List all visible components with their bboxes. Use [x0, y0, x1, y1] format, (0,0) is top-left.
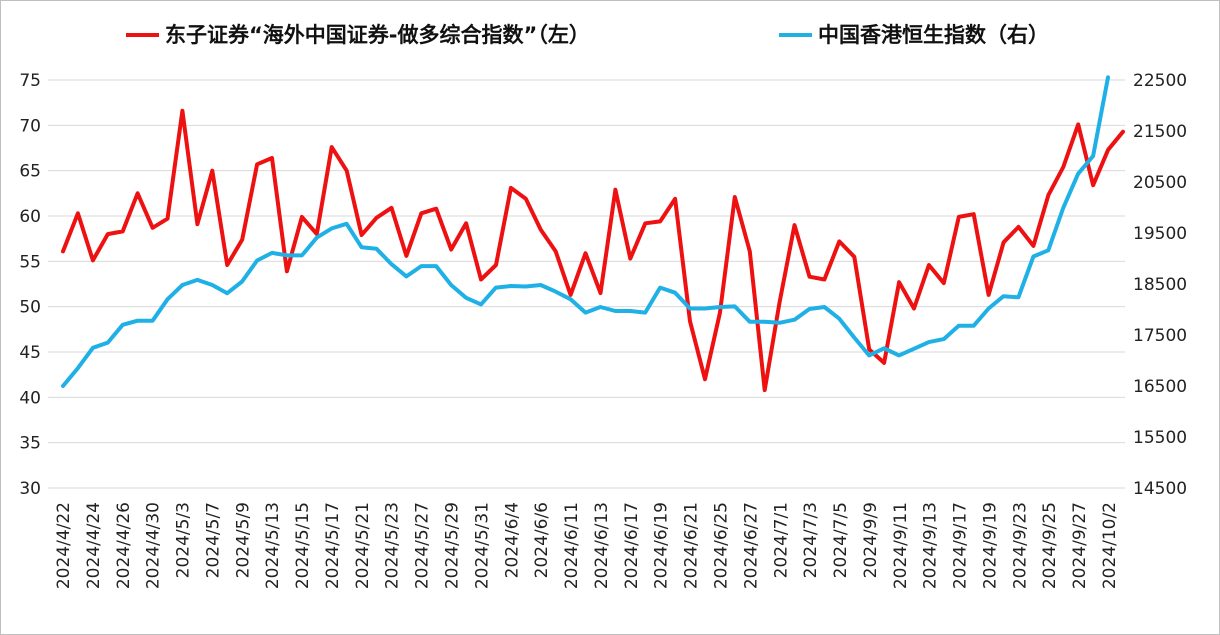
left-axis-tick-label: 55 — [19, 252, 41, 272]
left-axis-tick-label: 30 — [19, 479, 41, 499]
left-axis-tick-label: 45 — [19, 343, 41, 363]
legend: 东子证券“海外中国证券-做多综合指数”（左） 中国香港恒生指数（右） — [126, 23, 1049, 47]
left-axis-tick-label: 70 — [19, 116, 41, 136]
x-axis-tick-label: 2024/9/27 — [1070, 502, 1090, 589]
x-axis-tick-label: 2024/9/17 — [951, 502, 971, 589]
right-axis-tick-label: 21500 — [1133, 122, 1187, 142]
x-axis-tick-label: 2024/5/29 — [443, 502, 463, 589]
x-axis-tick-label: 2024/9/25 — [1040, 502, 1060, 589]
left-axis-tick-label: 50 — [19, 298, 41, 318]
series-line-hang-seng — [61, 75, 1110, 388]
left-axis-tick-label: 35 — [19, 434, 41, 454]
x-axis-tick-label: 2024/9/11 — [891, 502, 911, 589]
x-axis-tick-label: 2024/4/24 — [84, 502, 104, 589]
series-lines — [61, 75, 1125, 393]
right-axis-tick-label: 17500 — [1133, 326, 1187, 346]
x-axis-tick-label: 2024/6/17 — [622, 502, 642, 589]
x-axis-ticks: 2024/4/22 2024/4/24 2024/4/26 2024/4/30 2024… — [54, 502, 1120, 589]
x-axis-tick-label: 2024/6/27 — [741, 502, 761, 589]
legend-label-left-series: 东子证券“海外中国证券-做多综合指数”（左） — [165, 23, 590, 47]
x-axis-tick-label: 2024/5/31 — [472, 502, 492, 589]
x-axis-tick-label: 2024/9/9 — [861, 502, 881, 578]
x-axis-tick-label: 2024/4/30 — [144, 502, 164, 589]
x-axis-tick-label: 2024/5/27 — [413, 502, 433, 589]
x-axis-tick-label: 2024/6/13 — [592, 502, 612, 589]
x-axis-tick-label: 2024/10/2 — [1100, 502, 1120, 589]
x-axis-tick-label: 2024/6/25 — [711, 502, 731, 589]
legend-label-right-series: 中国香港恒生指数（右） — [818, 23, 1049, 47]
right-axis-tick-label: 22500 — [1133, 71, 1187, 91]
x-axis-tick-label: 2024/9/13 — [921, 502, 941, 589]
right-axis-tick-label: 15500 — [1133, 428, 1187, 448]
x-axis-tick-label: 2024/5/7 — [203, 502, 223, 578]
left-axis-tick-label: 65 — [19, 162, 41, 182]
right-axis-tick-label: 16500 — [1133, 377, 1187, 397]
right-axis-ticks: 14500 15500 16500 17500 18500 19500 20500 21500… — [1133, 71, 1187, 499]
left-axis-ticks: 30 35 40 45 50 55 60 65 70 75 — [19, 71, 41, 499]
x-axis-tick-label: 2024/6/19 — [652, 502, 672, 589]
x-axis-tick-label: 2024/5/3 — [174, 502, 194, 578]
x-axis-tick-label: 2024/4/26 — [114, 502, 134, 589]
x-axis-tick-label: 2024/5/9 — [233, 502, 253, 578]
x-axis-tick-label: 2024/5/15 — [293, 502, 313, 589]
left-axis-tick-label: 60 — [19, 207, 41, 227]
right-axis-tick-label: 14500 — [1133, 479, 1187, 499]
x-axis-tick-label: 2024/5/21 — [353, 502, 373, 589]
x-axis-tick-label: 2024/7/3 — [801, 502, 821, 578]
x-axis-tick-label: 2024/6/11 — [562, 502, 582, 589]
x-axis-tick-label: 2024/6/4 — [502, 502, 522, 578]
x-axis-tick-label: 2024/4/22 — [54, 502, 74, 589]
x-axis-tick-label: 2024/5/23 — [383, 502, 403, 589]
x-axis-tick-label: 2024/7/5 — [831, 502, 851, 578]
x-axis-tick-label: 2024/5/17 — [323, 502, 343, 589]
x-axis-tick-label: 2024/6/6 — [532, 502, 552, 578]
x-axis-tick-label: 2024/7/1 — [771, 502, 791, 578]
right-axis-tick-label: 19500 — [1133, 224, 1187, 244]
x-axis-tick-label: 2024/6/21 — [682, 502, 702, 589]
left-axis-tick-label: 75 — [19, 71, 41, 91]
x-axis-tick-label: 2024/9/19 — [980, 502, 1000, 589]
x-axis-tick-label: 2024/9/23 — [1010, 502, 1030, 589]
series-line-left-index — [61, 108, 1125, 393]
x-axis-tick-label: 2024/5/13 — [263, 502, 283, 589]
gridlines — [48, 79, 1125, 489]
right-axis-tick-label: 20500 — [1133, 173, 1187, 193]
left-axis-tick-label: 40 — [19, 388, 41, 408]
right-axis-tick-label: 18500 — [1133, 275, 1187, 295]
